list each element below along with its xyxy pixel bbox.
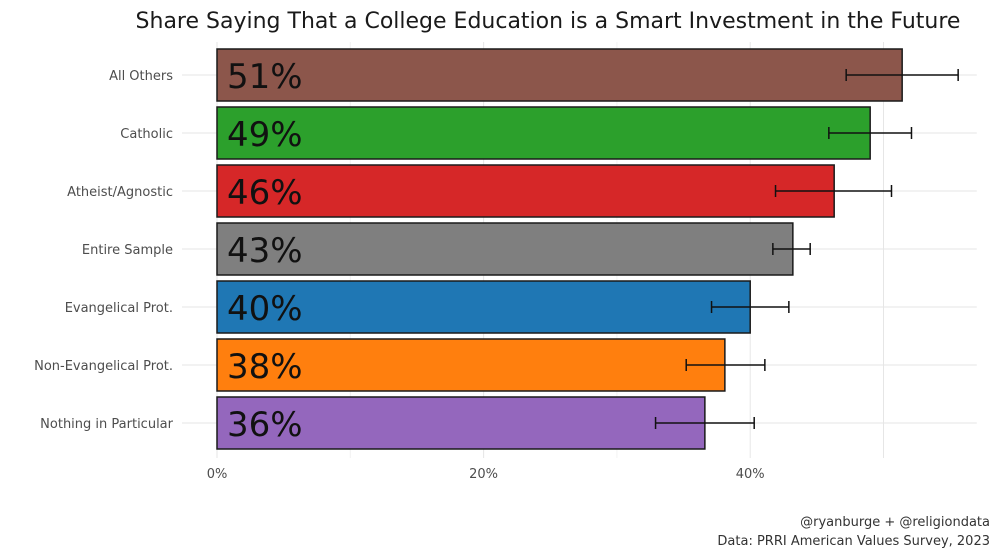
bar [216, 338, 726, 392]
data-label: 46% [227, 173, 303, 213]
error-bar [772, 243, 811, 255]
error-bar [774, 185, 893, 197]
bar [216, 222, 794, 276]
caption-credit: @ryanburge + @religiondata [800, 515, 990, 530]
error-bar [828, 127, 913, 139]
bar [216, 396, 706, 450]
bar [216, 164, 835, 218]
bar [216, 48, 903, 102]
caption-source: Data: PRRI American Values Survey, 2023 [717, 534, 990, 549]
data-label: 40% [227, 289, 303, 329]
x-axis-ticks: 0% 20% 40% [207, 467, 765, 482]
error-bar [845, 69, 959, 81]
category-label: Evangelical Prot. [65, 301, 173, 316]
data-label: 36% [227, 405, 303, 445]
chart-title: Share Saying That a College Education is… [136, 9, 961, 34]
category-label: Non-Evangelical Prot. [34, 359, 173, 374]
error-bar [685, 359, 766, 371]
x-tick-label: 0% [207, 467, 228, 482]
bar [216, 280, 751, 334]
data-label: 49% [227, 115, 303, 155]
error-bar [710, 301, 790, 313]
bar [216, 106, 871, 160]
category-label: Catholic [120, 127, 173, 142]
category-label: Atheist/Agnostic [67, 185, 173, 200]
error-bar [654, 417, 755, 429]
data-label: 43% [227, 231, 303, 271]
category-label: Entire Sample [82, 243, 173, 258]
data-label: 38% [227, 347, 303, 387]
data-label: 51% [227, 57, 303, 97]
category-label: Nothing in Particular [40, 417, 173, 432]
x-tick-label: 20% [469, 467, 498, 482]
category-label: All Others [109, 69, 173, 84]
bars: 51% 49% 46% 43% 40% 38% 36% [216, 48, 959, 450]
x-tick-label: 40% [736, 467, 765, 482]
category-labels: All Others Catholic Atheist/Agnostic Entire… [34, 69, 174, 432]
